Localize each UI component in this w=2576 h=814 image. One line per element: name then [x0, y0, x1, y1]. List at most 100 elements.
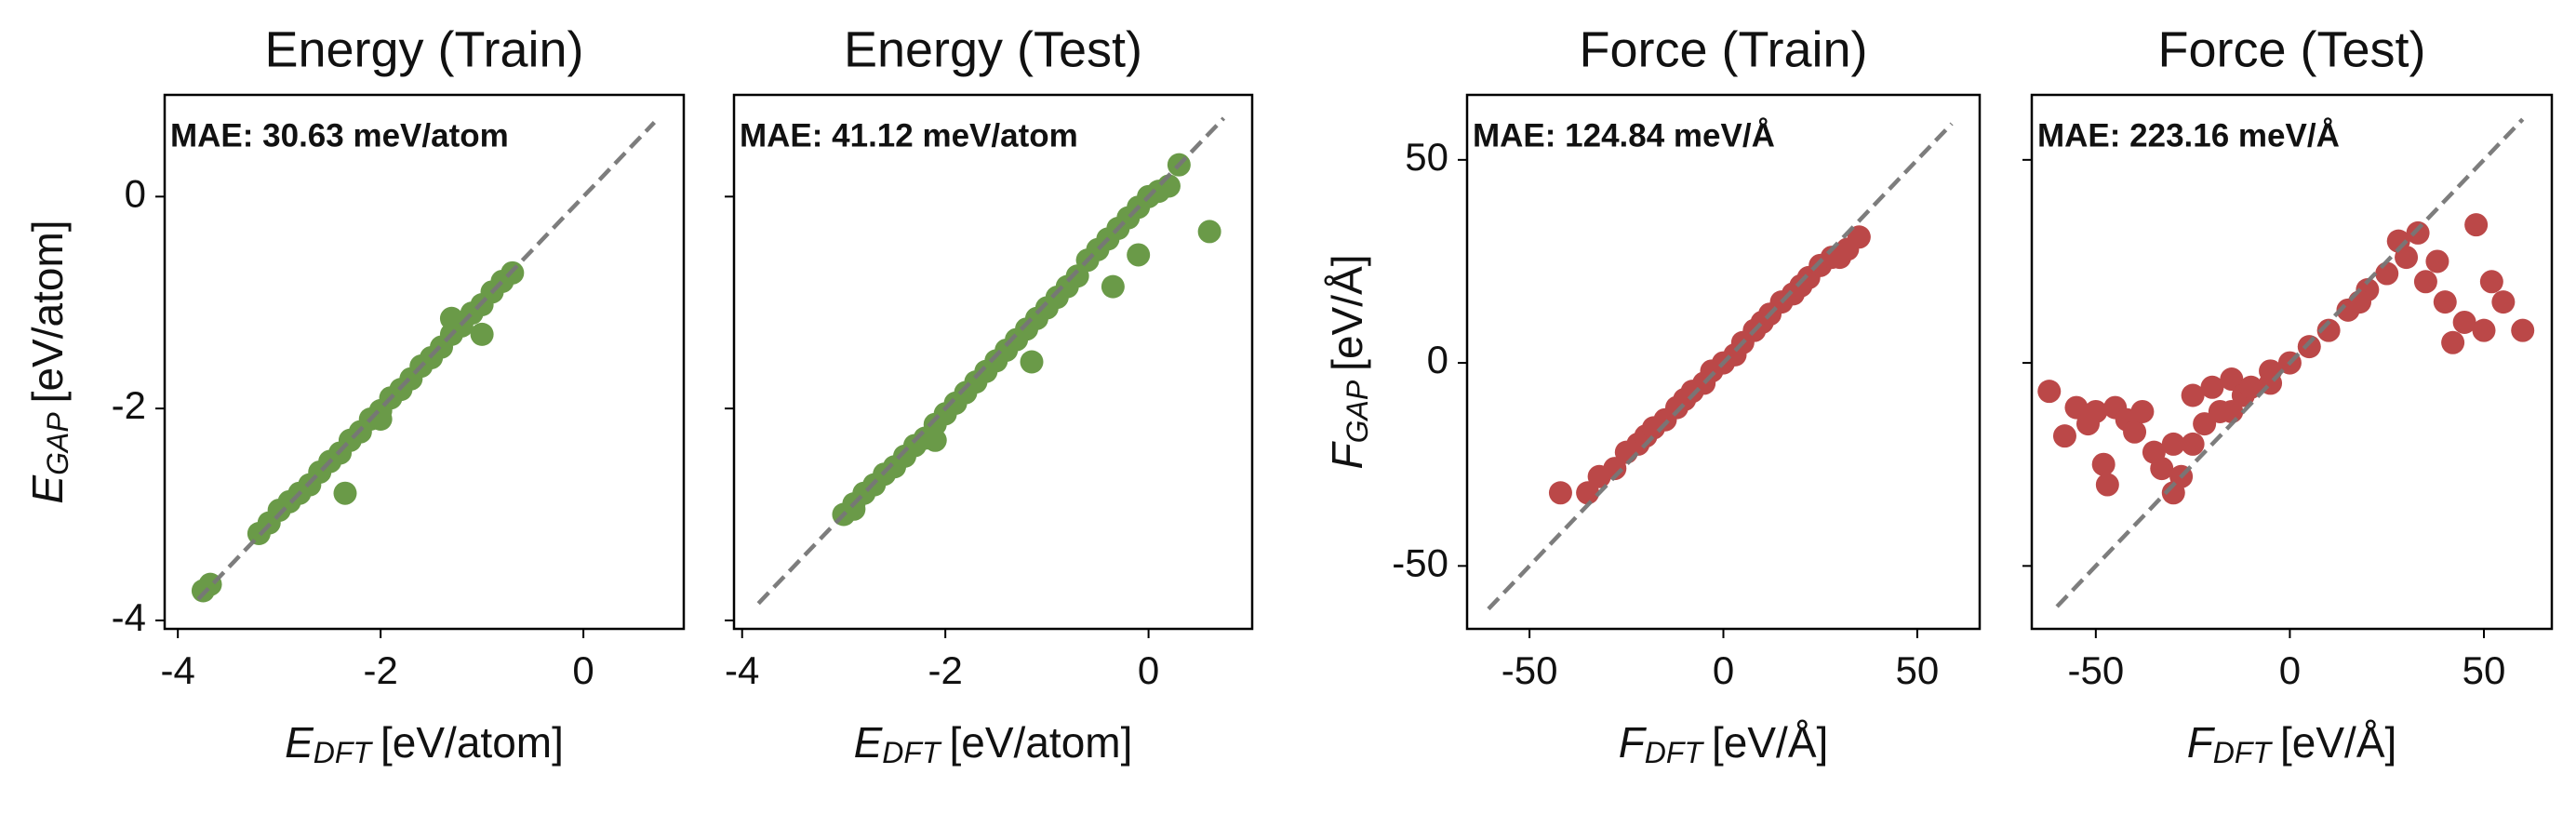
axis-label-subscript: GAP: [1341, 380, 1374, 443]
point: [2052, 424, 2076, 448]
identity-line: [2055, 117, 2525, 608]
x-tick-label: 0: [572, 648, 594, 692]
x-tick-label: -4: [725, 648, 759, 692]
point: [2348, 290, 2372, 314]
axis-label-symbol: E: [854, 718, 884, 767]
x-tick-label: -4: [160, 648, 194, 692]
axes-frame: [2030, 93, 2554, 631]
point: [2220, 367, 2244, 392]
point: [2150, 457, 2174, 481]
identity-line: [756, 116, 1226, 606]
axis-label-symbol: F: [1619, 718, 1648, 767]
axis-label-symbol: F: [2187, 718, 2216, 767]
subplot: Energy (Test) -4 -2 0 MAE: 41.12 meV/atom EDF…: [725, 21, 1254, 769]
axis-label-unit: [eV/Å]: [1712, 718, 1828, 767]
point: [2200, 375, 2224, 399]
y-tick-label: -50: [1392, 540, 1448, 584]
axis-label-unit: [eV/atom]: [380, 718, 564, 767]
axis-label: EDFT [eV/atom]: [854, 718, 1133, 769]
point: [923, 428, 947, 452]
axes-frame: [163, 93, 686, 631]
point: [1101, 274, 1125, 299]
point: [2425, 249, 2449, 274]
point: [333, 481, 357, 505]
axis-label: EGAP [eV/atom]: [23, 220, 74, 503]
point: [2386, 229, 2410, 253]
point: [1127, 243, 1151, 267]
axis-label: FGAP [eV/Å]: [1323, 255, 1374, 470]
point: [1548, 481, 1572, 505]
axis-label-unit: [eV/Å]: [2280, 718, 2396, 767]
point: [2316, 318, 2341, 342]
point: [2406, 220, 2430, 245]
x-tick-label: -50: [1502, 648, 1558, 692]
point: [1847, 225, 1871, 249]
point: [2037, 380, 2062, 404]
point: [2095, 473, 2119, 497]
x-tick-label: -2: [928, 648, 962, 692]
point: [439, 306, 463, 330]
point: [2091, 452, 2116, 476]
axis-label-symbol: F: [1323, 440, 1371, 469]
y-tick-label: -4: [112, 595, 146, 639]
identity-line: [196, 121, 657, 601]
axis-label-subscript: DFT: [314, 736, 374, 769]
subplot-title: Force (Train): [1579, 21, 1867, 77]
point: [2161, 481, 2185, 505]
subplot-title: Energy (Train): [264, 21, 583, 77]
annotation: MAE: 41.12 meV/atom: [740, 117, 1078, 153]
point: [2511, 318, 2535, 342]
axis-label-subscript: DFT: [1645, 736, 1705, 769]
point: [2464, 213, 2489, 237]
point: [1576, 481, 1600, 505]
point: [2433, 290, 2457, 314]
x-tick-label: 0: [1713, 648, 1734, 692]
y-tick-label: -2: [112, 383, 146, 427]
point: [842, 497, 866, 521]
point: [2239, 375, 2263, 399]
y-tick-label: 0: [125, 171, 146, 215]
y-tick-label: 50: [1405, 135, 1448, 179]
axis-label: FDFT [eV/Å]: [1619, 718, 1829, 769]
point: [2472, 318, 2496, 342]
point: [470, 322, 494, 346]
x-tick-label: -2: [363, 648, 397, 692]
point: [1603, 457, 1627, 481]
axis-label-unit: [eV/Å]: [1323, 255, 1371, 371]
point: [2220, 399, 2244, 423]
axis-label: EDFT [eV/atom]: [285, 718, 564, 769]
subplot-title: Force (Test): [2157, 21, 2425, 77]
x-tick-label: 0: [2279, 648, 2301, 692]
x-tick-label: 50: [2463, 648, 2506, 692]
axis-label-unit: [eV/atom]: [23, 220, 72, 403]
subplot: Energy (Train) -4 -2 0 -4 -2 0 MAE: 30.63 meV/a…: [23, 21, 686, 769]
point: [2452, 310, 2476, 334]
axis-label-symbol: E: [23, 474, 72, 504]
point: [2130, 399, 2155, 423]
annotation: MAE: 124.84 meV/Å: [1473, 116, 1775, 153]
point: [2181, 432, 2205, 456]
point: [2181, 383, 2205, 407]
axes-frame: [1465, 93, 1982, 631]
point: [2441, 330, 2465, 354]
point: [2491, 290, 2516, 314]
axis-label-subscript: DFT: [882, 736, 942, 769]
annotation: MAE: 223.16 meV/Å: [2037, 116, 2340, 153]
x-tick-label: -50: [2067, 648, 2124, 692]
point: [2123, 420, 2147, 444]
point: [2084, 399, 2108, 423]
subplot-title: Energy (Test): [844, 21, 1142, 77]
point: [2297, 335, 2321, 359]
point: [2413, 270, 2437, 294]
x-tick-label: 0: [1138, 648, 1159, 692]
point: [2375, 261, 2399, 286]
identity-line: [1487, 122, 1954, 611]
axis-label-unit: [eV/atom]: [950, 718, 1133, 767]
axis-label-subscript: DFT: [2213, 736, 2274, 769]
subplot: Force (Test) -50 0 50 MAE: 223.16 meV/Å FDFT[…: [2022, 21, 2554, 769]
axis-label-subscript: GAP: [41, 412, 74, 475]
axis-label-symbol: E: [285, 718, 314, 767]
y-tick-label: 0: [1427, 338, 1448, 381]
point: [1020, 350, 1044, 374]
